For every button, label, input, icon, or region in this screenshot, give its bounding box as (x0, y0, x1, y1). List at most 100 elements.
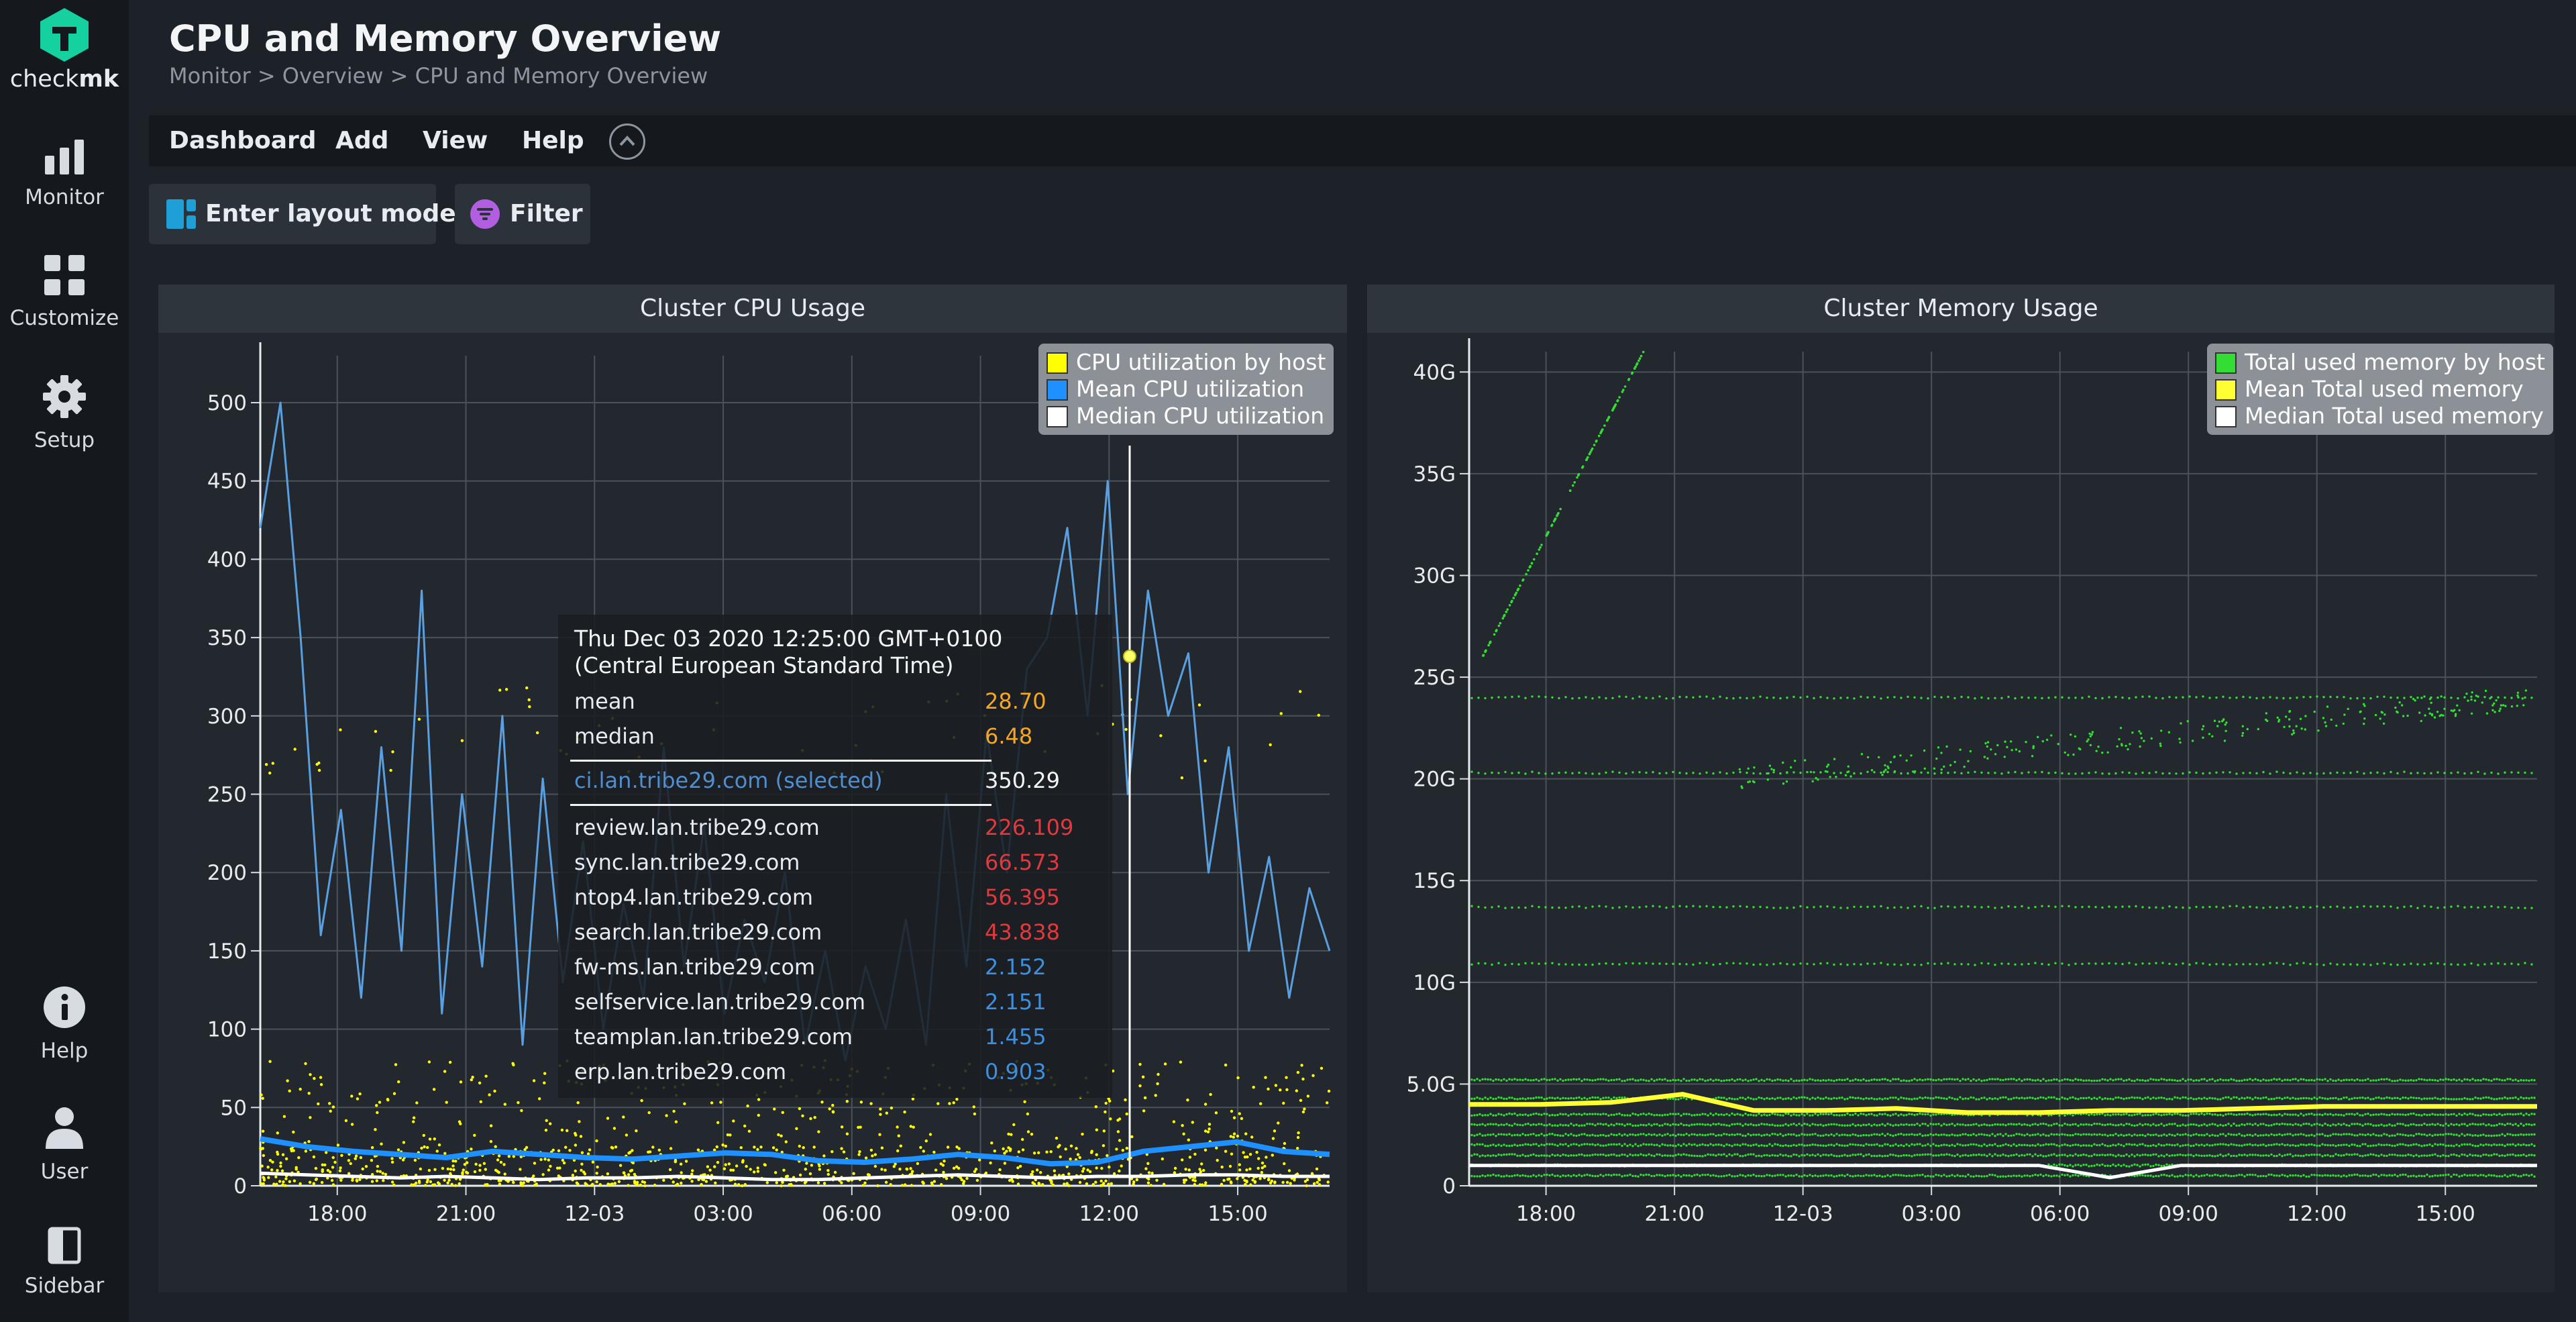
memory-host-point (2324, 1143, 2326, 1146)
memory-host-point (2487, 1134, 2490, 1137)
memory-host-point (2233, 1122, 2235, 1125)
memory-host-point (2404, 1097, 2407, 1099)
memory-host-point (2383, 1097, 2385, 1100)
memory-host-point (1648, 1143, 1650, 1146)
menu-view[interactable]: View (423, 127, 488, 154)
memory-host-point (2184, 1114, 2187, 1117)
menu-dashboard[interactable]: Dashboard (169, 127, 317, 154)
memory-host-point (2302, 1133, 2305, 1136)
memory-host-point (1988, 1078, 1991, 1080)
memory-host-point (1540, 1078, 1543, 1081)
memory-host-point (2238, 1154, 2241, 1156)
memory-host-point (1712, 1174, 1715, 1177)
legend-entry[interactable]: Mean CPU utilization (1046, 376, 1326, 403)
memory-host-point (1505, 1123, 1508, 1125)
cpu-host-point (586, 1152, 590, 1156)
cpu-host-point (955, 1146, 959, 1149)
memory-host-point (1680, 1079, 1682, 1082)
memory-host-point (2490, 1144, 2493, 1147)
memory-host-point (2069, 1097, 2072, 1099)
breadcrumb[interactable]: Monitor > Overview > CPU and Memory Over… (169, 63, 708, 89)
memory-host-point (2254, 1123, 2257, 1125)
memory-host-point (1685, 1123, 1688, 1127)
memory-host-point (1720, 1143, 1723, 1147)
memory-host-point (1940, 1113, 1943, 1116)
memory-host-point (1511, 1134, 1513, 1137)
memory-host-point (1602, 1144, 1605, 1148)
menu-add[interactable]: Add (335, 127, 389, 154)
cpu-host-point (1283, 1162, 1286, 1166)
cpu-host-point (651, 1146, 655, 1149)
sidebar-item-user[interactable]: User (0, 1106, 129, 1184)
cpu-host-point (511, 1062, 515, 1066)
x-tick-label: 18:00 (1516, 1202, 1576, 1226)
memory-host-point (1962, 1174, 1964, 1178)
memory-host-point (1959, 1079, 1962, 1082)
memory-host-point (1572, 1078, 1575, 1080)
memory-host-point (2463, 1134, 2466, 1137)
memory-host-point (1548, 1123, 1551, 1126)
memory-host-point (1803, 1096, 1806, 1099)
memory-host-point (1505, 1133, 1508, 1136)
memory-host-point (2241, 1134, 2243, 1137)
memory-host-point (2088, 1079, 2090, 1082)
legend-entry[interactable]: CPU utilization by host (1046, 349, 1326, 376)
cpu-host-point (1050, 1180, 1053, 1183)
sidebar-item-monitor[interactable]: Monitor (0, 138, 129, 209)
cpu-host-point (350, 1123, 354, 1126)
memory-host-point (1801, 1154, 1803, 1157)
memory-host-point (2270, 1133, 2273, 1136)
memory-host-point (1562, 1113, 1564, 1116)
memory-host-point (1817, 1096, 1819, 1099)
sidebar-item-setup[interactable]: Setup (0, 374, 129, 452)
memory-host-point (1497, 1133, 1500, 1136)
cpu-host-point (370, 1180, 374, 1183)
cpu-host-point (729, 1168, 733, 1172)
memory-host-point (2380, 1123, 2383, 1126)
memory-host-point (2394, 1154, 2396, 1156)
checkmk-logo[interactable]: checkmk (0, 7, 129, 93)
memory-host-point (1725, 1113, 1728, 1116)
menu-help[interactable]: Help (522, 127, 584, 154)
cpu-host-point (672, 1180, 675, 1184)
memory-host-point (2273, 1143, 2275, 1146)
cpu-host-point (528, 705, 531, 709)
memory-host-point (1540, 1123, 1543, 1126)
cpu-host-point (690, 1180, 694, 1183)
cpu-host-point (1310, 1172, 1314, 1176)
memory-host-point (1779, 1114, 1782, 1117)
memory-host-point (2007, 1123, 2010, 1126)
memory-host-point (2445, 1174, 2447, 1176)
memory-host-point (2522, 1143, 2525, 1146)
memory-host-point (1656, 1153, 1658, 1156)
memory-host-point (1849, 1079, 1851, 1082)
memory-host-point (1752, 1173, 1755, 1176)
collapse-menu-button[interactable] (609, 123, 645, 160)
memory-host-point (2063, 1143, 2066, 1146)
cpu-host-point (1081, 1132, 1084, 1136)
sidebar-item-help[interactable]: Help (0, 985, 129, 1063)
memory-host-point (2149, 1133, 2152, 1137)
memory-host-point (1618, 1078, 1621, 1081)
memory-host-point (2141, 1114, 2144, 1117)
memory-host-point (1827, 1078, 1830, 1082)
legend-entry[interactable]: Median CPU utilization (1046, 403, 1326, 429)
memory-host-point (1529, 1079, 1532, 1082)
sidebar-item-customize[interactable]: Customize (0, 254, 129, 330)
memory-host-point (2069, 1134, 2072, 1137)
enter-layout-mode-button[interactable]: Enter layout mode (149, 184, 456, 244)
memory-host-point (1578, 1096, 1580, 1099)
memory-host-point (2235, 1079, 2238, 1082)
memory-host-point (1846, 1144, 1849, 1147)
memory-host-point (1674, 1174, 1677, 1177)
memory-host-point (1672, 1123, 1674, 1126)
memory-host-point (2517, 1175, 2520, 1178)
legend-label: Median CPU utilization (1076, 403, 1325, 429)
sidebar-item-sidebar[interactable]: Sidebar (0, 1227, 129, 1298)
y-tick-label: 350 (207, 626, 247, 650)
filter-button[interactable]: Filter (455, 184, 590, 244)
memory-host-point (1634, 1143, 1637, 1146)
memory-host-point (2029, 1097, 2031, 1099)
memory-host-point (2254, 1133, 2257, 1136)
